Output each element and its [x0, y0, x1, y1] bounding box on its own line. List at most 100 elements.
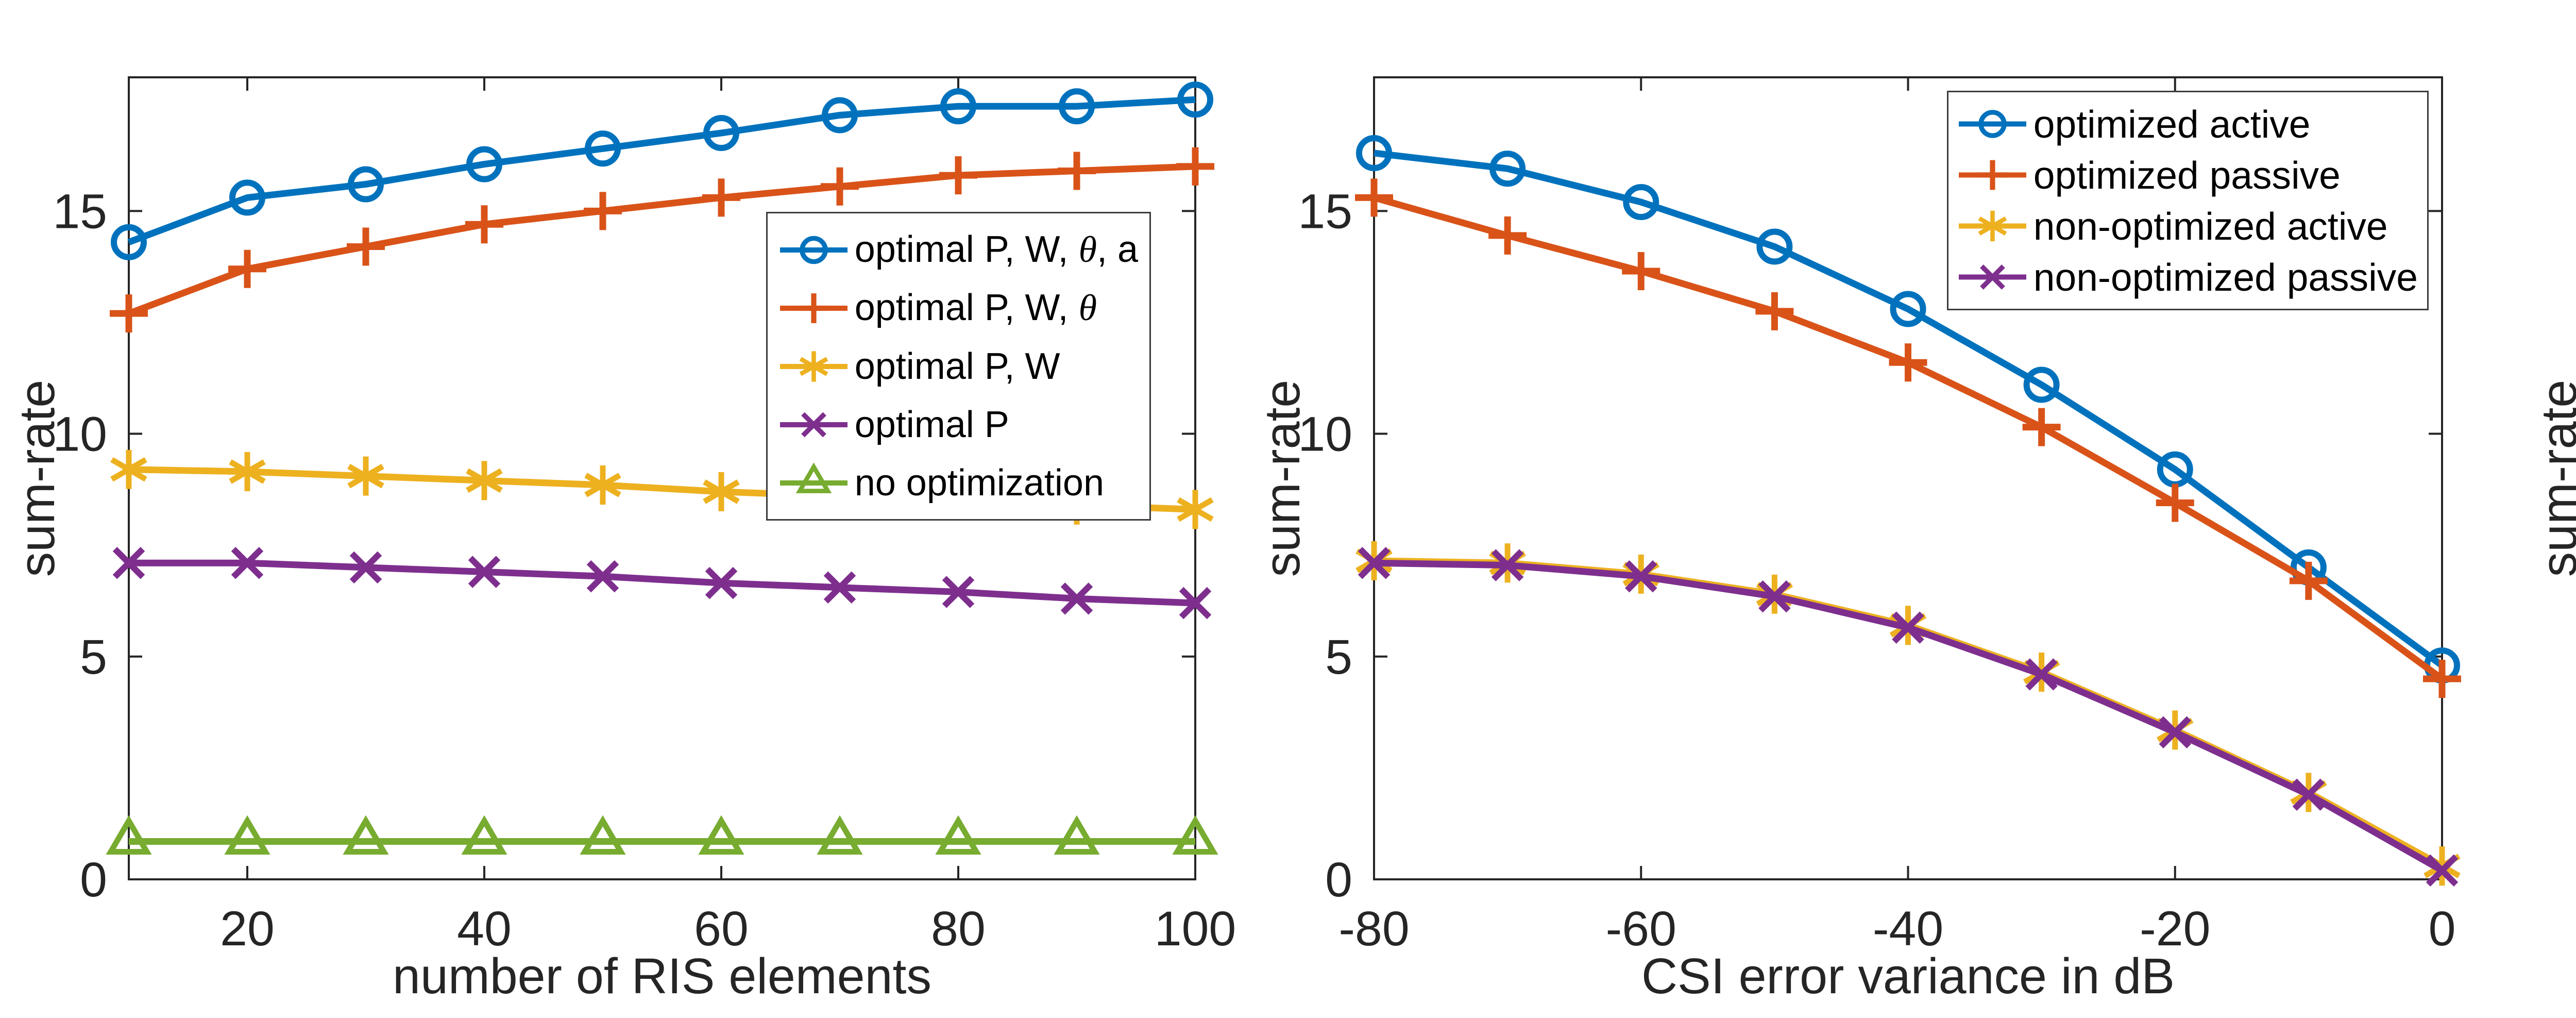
- legend-item-label: optimized passive: [2033, 153, 2341, 197]
- marker-plus-icon: [347, 227, 385, 266]
- marker-plus-icon: [1755, 292, 1794, 330]
- marker-x-icon: [1758, 580, 1791, 613]
- marker-x-icon: [468, 556, 501, 588]
- x-tick-label: -60: [1606, 902, 1676, 956]
- marker-triangle-icon: [698, 815, 744, 855]
- marker-x-icon: [1892, 611, 1924, 644]
- marker-circle-icon: [940, 88, 976, 125]
- legend-item-label: optimized active: [2033, 102, 2311, 146]
- series-line: [127, 96, 1196, 245]
- marker-plus-icon: [1889, 343, 1927, 382]
- legend-item: optimal P, W, θ: [779, 279, 1138, 337]
- marker-circle-icon: [703, 115, 739, 152]
- marker-x-icon: [586, 560, 619, 593]
- legend-item-label: non-optimized passive: [2033, 255, 2418, 299]
- marker-x-icon: [1625, 560, 1657, 593]
- marker-plus-icon: [2423, 660, 2461, 698]
- legend-marker-icon: [1958, 160, 2026, 190]
- legend-item: optimal P, W: [779, 337, 1138, 395]
- y-tick-label: 15: [2574, 184, 2576, 239]
- marker-circle-icon: [229, 179, 265, 216]
- marker-asterisk-icon: [110, 449, 147, 489]
- y-tick-label: 15: [53, 184, 107, 239]
- marker-circle-icon: [1489, 151, 1526, 187]
- marker-circle-icon: [799, 236, 828, 264]
- marker-circle-icon: [466, 146, 502, 182]
- series-line: [127, 163, 1196, 317]
- legend-item-label: optimal P, W, θ, a: [854, 229, 1138, 270]
- marker-asterisk-icon: [466, 461, 503, 500]
- marker-x-icon: [349, 551, 382, 584]
- chart-canvas: 20 40 60 80 100 0 5 10 15: [53, 76, 1236, 956]
- series-markers: [106, 815, 1218, 855]
- legend: optimized active optimized passive non-opt…: [1946, 91, 2429, 310]
- legend-item: non-optimized passive: [1958, 252, 2418, 303]
- marker-x-icon: [2292, 778, 2325, 811]
- marker-circle-icon: [1978, 110, 2007, 138]
- marker-plus-icon: [228, 249, 266, 288]
- marker-asterisk-icon: [584, 465, 621, 505]
- y-tick-label: 10: [1298, 407, 1352, 462]
- marker-plus-icon: [1622, 252, 1660, 291]
- marker-plus-icon: [1355, 178, 1393, 217]
- series-markers: [1355, 541, 2461, 886]
- series-markers: [111, 81, 1213, 260]
- marker-plus-icon: [1488, 216, 1527, 255]
- marker-x-icon: [2025, 658, 2058, 691]
- marker-asterisk-icon: [703, 472, 740, 511]
- marker-asterisk-icon: [799, 351, 828, 382]
- marker-triangle-icon: [1054, 815, 1100, 855]
- marker-x-icon: [942, 576, 975, 608]
- legend-item-label: optimal P: [854, 404, 1009, 445]
- y-axis-label: sum-rate: [1254, 379, 1310, 577]
- marker-circle-icon: [1890, 291, 1926, 327]
- marker-triangle-icon: [106, 815, 152, 855]
- y-axis-label: sum-rate: [9, 379, 65, 577]
- y-tick-label: 15: [1298, 184, 1352, 239]
- marker-asterisk-icon: [347, 456, 384, 496]
- marker-plus-icon: [110, 294, 148, 333]
- legend-item: optimized active: [1958, 98, 2418, 149]
- marker-triangle-icon: [343, 815, 389, 855]
- marker-plus-icon: [702, 178, 740, 217]
- x-tick-label: -80: [1338, 902, 1409, 956]
- y-tick-label: 10: [53, 407, 107, 462]
- marker-plus-icon: [821, 167, 859, 206]
- marker-x-icon: [1060, 582, 1093, 615]
- marker-circle-icon: [111, 224, 147, 260]
- series-line: [1374, 149, 2444, 669]
- series-markers: [110, 147, 1214, 333]
- marker-x-icon: [2159, 716, 2191, 748]
- marker-triangle-icon: [935, 815, 981, 855]
- chart-sum-rate-vs-users: 468101214051015 sum-rate number of users…: [2478, 0, 2576, 1018]
- marker-x-icon: [801, 412, 826, 437]
- marker-triangle-icon: [580, 815, 626, 855]
- marker-plus-icon: [1058, 152, 1096, 190]
- legend-marker-icon: [1958, 210, 2026, 242]
- marker-x-icon: [231, 546, 264, 579]
- x-tick-label: 20: [220, 902, 275, 956]
- legend-item: non-optimized active: [1958, 201, 2418, 252]
- legend-marker-icon: [779, 462, 848, 493]
- marker-x-icon: [1179, 587, 1212, 620]
- legend-item-label: optimal P, W, θ: [854, 287, 1097, 328]
- y-tick-label: 5: [1325, 630, 1352, 685]
- legend-marker-icon: [1958, 264, 2026, 290]
- marker-triangle-icon: [817, 815, 863, 855]
- chart-sum-rate-vs-csi-error: -80 -60 -40 -20 0 0 5 10 15 sum-rate CSI error v…: [1239, 0, 2478, 1018]
- marker-circle-icon: [1756, 228, 1793, 265]
- series-markers: [112, 546, 1212, 620]
- y-axis-label: sum-rate: [2531, 379, 2576, 577]
- marker-x-icon: [2426, 854, 2459, 887]
- marker-plus-icon: [2156, 483, 2194, 522]
- marker-triangle-icon: [795, 462, 832, 493]
- x-tick-label: 100: [1155, 902, 1236, 956]
- marker-asterisk-icon: [1177, 490, 1214, 529]
- marker-x-icon: [705, 566, 738, 599]
- series-markers: [1355, 178, 2461, 698]
- marker-plus-icon: [2289, 561, 2328, 600]
- series-markers: [1358, 546, 2459, 887]
- marker-triangle-icon: [461, 815, 507, 855]
- legend-item-label: optimal P, W: [854, 345, 1060, 387]
